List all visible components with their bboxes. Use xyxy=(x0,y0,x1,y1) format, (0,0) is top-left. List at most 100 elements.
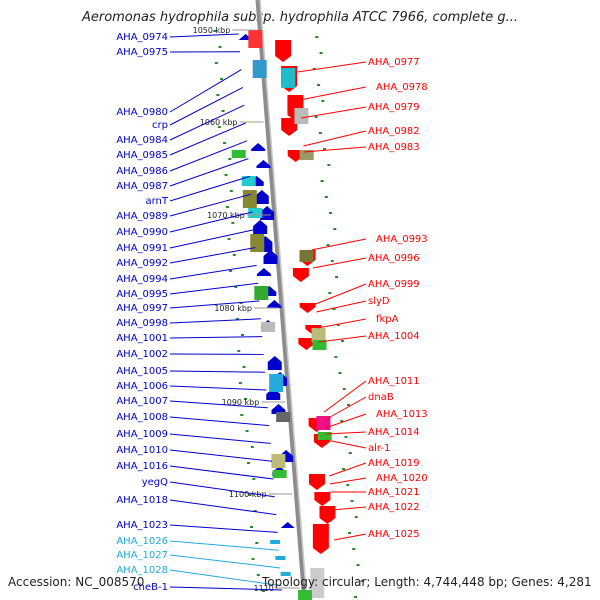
gene-box xyxy=(299,250,314,262)
gc-dot xyxy=(245,430,249,432)
left-gene-label: AHA_1027 xyxy=(116,550,168,561)
left-gene-label: AHA_0998 xyxy=(116,318,168,329)
gc-dot xyxy=(348,452,352,454)
left-gene-label: crp xyxy=(152,120,168,131)
rna-feature xyxy=(275,556,286,560)
gc-dot xyxy=(330,260,334,262)
reverse-gene-arrow xyxy=(299,303,316,313)
gene-box xyxy=(250,234,265,252)
right-gene-label: AHA_0983 xyxy=(368,142,420,153)
gene-box xyxy=(316,416,331,430)
right-gene-label: AHA_1019 xyxy=(368,458,420,469)
forward-gene-arrow xyxy=(267,300,282,308)
right-gene-label: AHA_1013 xyxy=(376,409,428,420)
gc-dot xyxy=(224,174,228,176)
gc-dot xyxy=(228,158,232,160)
left-gene-label: AHA_1028 xyxy=(116,565,168,576)
left-gene-label: AHA_0997 xyxy=(116,303,168,314)
gene-box xyxy=(272,470,287,478)
right-leader-line xyxy=(328,462,367,477)
left-gene-label: AHA_0980 xyxy=(116,107,168,118)
gc-dot xyxy=(227,238,231,240)
left-leader-line xyxy=(169,499,277,516)
right-leader-line xyxy=(311,238,367,251)
genome-summary-text: Topology: circular; Length: 4,744,448 bp… xyxy=(262,575,592,589)
right-leader-line xyxy=(297,61,367,73)
right-gene-label: AHA_0982 xyxy=(368,126,420,137)
left-gene-label: AHA_0995 xyxy=(116,289,168,300)
right-leader-line xyxy=(331,506,367,511)
gc-dot xyxy=(247,462,251,464)
gc-dot xyxy=(312,68,316,70)
left-gene-label: AHA_1007 xyxy=(116,396,168,407)
right-gene-label: AHA_0978 xyxy=(376,82,428,93)
gc-dot xyxy=(234,286,238,288)
gc-dot xyxy=(336,324,340,326)
reverse-gene-arrow xyxy=(314,492,331,506)
forward-gene-arrow xyxy=(260,206,275,220)
left-leader-line xyxy=(169,104,245,141)
left-leader-line xyxy=(169,211,253,233)
right-leader-line xyxy=(299,86,367,101)
gc-dot xyxy=(317,84,321,86)
right-gene-label: AHA_0977 xyxy=(368,57,420,68)
gc-dot xyxy=(332,308,336,310)
gc-dot xyxy=(253,510,257,512)
forward-gene-arrow xyxy=(271,404,286,414)
gc-dot xyxy=(341,340,345,342)
gc-dot xyxy=(262,590,266,592)
left-leader-line xyxy=(169,524,278,533)
gene-box xyxy=(298,590,313,600)
gc-dot xyxy=(240,414,244,416)
left-leader-line xyxy=(169,282,259,295)
map-title: Aeromonas hydrophila subsp. hydrophila A… xyxy=(81,10,519,25)
gc-dot xyxy=(318,132,322,134)
right-gene-label: dnaB xyxy=(368,392,394,403)
right-leader-line xyxy=(325,431,367,435)
gc-dot xyxy=(229,190,233,192)
left-leader-line xyxy=(169,122,246,156)
right-gene-label: fkpA xyxy=(376,314,399,325)
accession-text: Accession: NC_008570 xyxy=(8,575,145,589)
left-leader-line xyxy=(169,385,267,391)
right-gene-label: AHA_0993 xyxy=(376,234,428,245)
right-gene-label: AHA_0996 xyxy=(368,253,420,264)
right-gene-label: AHA_0979 xyxy=(368,102,420,113)
right-gene-label: AHA_1011 xyxy=(368,376,420,387)
gene-box xyxy=(311,328,326,342)
left-gene-label: AHA_0990 xyxy=(116,227,168,238)
gene-box xyxy=(248,208,263,218)
gene-box xyxy=(281,68,296,88)
right-labels: AHA_0977 AHA_0978 AHA_0979 AHA_0982 AHA_0983… xyxy=(297,57,428,541)
gene-box xyxy=(242,190,257,208)
left-gene-label: yegQ xyxy=(142,477,168,488)
gene-features xyxy=(231,30,336,600)
gc-dot xyxy=(340,420,344,422)
left-leader-line xyxy=(169,400,268,409)
gc-dot xyxy=(315,36,319,38)
gc-dot xyxy=(229,270,233,272)
gc-dot xyxy=(241,334,245,336)
right-gene-label: alr-1 xyxy=(368,443,390,454)
gc-dot xyxy=(238,382,242,384)
left-leader-line xyxy=(169,140,248,172)
right-gene-label: AHA_1014 xyxy=(368,427,420,438)
left-gene-label: arnT xyxy=(145,196,168,207)
gc-dot xyxy=(242,366,246,368)
right-gene-label: AHA_1004 xyxy=(368,331,420,342)
gc-dot xyxy=(360,580,364,582)
gc-dot xyxy=(250,446,254,448)
left-gene-label: AHA_0994 xyxy=(116,274,168,285)
backbone-highlight xyxy=(259,0,308,600)
gc-dot xyxy=(214,62,218,64)
forward-gene-arrow xyxy=(256,160,271,168)
gc-dot xyxy=(256,574,260,576)
gc-dot xyxy=(221,110,225,112)
left-gene-label: AHA_0987 xyxy=(116,181,168,192)
backbone xyxy=(255,0,308,600)
gc-dot xyxy=(223,142,227,144)
gc-dot xyxy=(342,468,346,470)
gene-box xyxy=(261,322,276,332)
